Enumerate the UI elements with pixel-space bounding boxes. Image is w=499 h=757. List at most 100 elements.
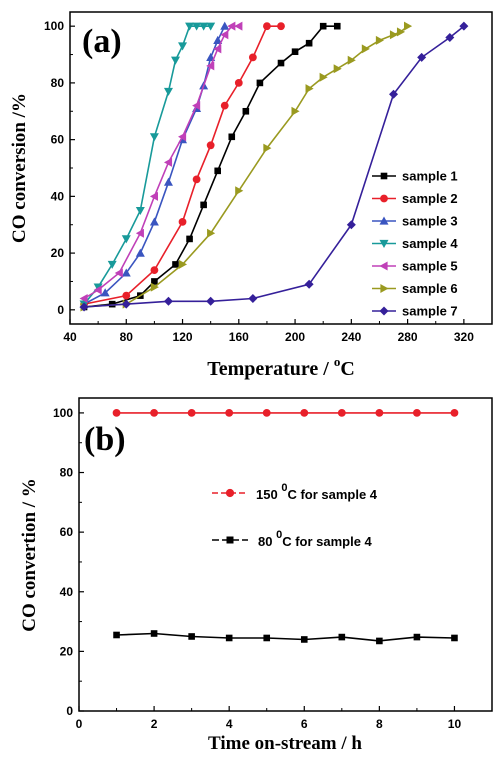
y-tick-label: 20 xyxy=(60,644,74,658)
legend-marker xyxy=(226,536,234,544)
data-point xyxy=(277,59,285,67)
data-point xyxy=(389,30,399,40)
data-point xyxy=(319,72,328,82)
data-point xyxy=(150,282,159,292)
x-tick-label: 240 xyxy=(341,330,361,344)
data-point xyxy=(338,633,346,641)
data-point xyxy=(192,22,202,31)
y-tick-label: 60 xyxy=(51,133,65,147)
panel-a-legend: sample 1 sample 2 sample 3 sample 4 sample 5… xyxy=(372,169,458,319)
legend-label: sample 2 xyxy=(402,191,458,206)
series-line xyxy=(116,632,455,642)
data-point xyxy=(186,235,193,243)
data-point xyxy=(220,21,230,30)
data-point xyxy=(206,296,216,306)
data-point xyxy=(93,285,102,295)
legend-label: sample 6 xyxy=(402,281,458,296)
data-point xyxy=(178,42,188,51)
data-point xyxy=(248,293,258,303)
data-point xyxy=(178,217,187,226)
data-point xyxy=(263,143,272,153)
series-150-c-for-sample-4 xyxy=(112,409,459,417)
data-point xyxy=(150,409,158,417)
data-point xyxy=(199,22,209,31)
data-point xyxy=(163,87,173,96)
data-point xyxy=(361,44,370,54)
data-point xyxy=(149,217,159,226)
data-point xyxy=(413,409,421,417)
data-point xyxy=(375,35,384,45)
data-point xyxy=(113,631,120,639)
data-point xyxy=(112,409,121,417)
data-point xyxy=(263,634,271,642)
data-point xyxy=(333,64,342,74)
data-point xyxy=(220,101,229,110)
y-tick-label: 0 xyxy=(57,303,64,317)
data-point xyxy=(213,35,223,44)
data-point xyxy=(242,107,250,115)
series-sample-4 xyxy=(79,22,216,309)
data-point xyxy=(135,206,145,216)
series-80-c-for-sample-4 xyxy=(113,630,458,645)
data-point xyxy=(121,235,131,244)
data-point xyxy=(220,30,229,40)
panel-b-label: (b) xyxy=(84,421,126,458)
data-point xyxy=(417,52,427,62)
data-point xyxy=(319,22,327,30)
data-point xyxy=(107,260,117,269)
panel-b-x-axis-title: Time on-stream / h xyxy=(208,733,362,754)
panel-a-y-axis-title: CO conversion /% xyxy=(9,93,30,243)
data-point xyxy=(163,296,173,306)
legend-label: sample 4 xyxy=(402,236,458,251)
data-point xyxy=(234,21,243,31)
data-point xyxy=(163,177,173,186)
data-point xyxy=(151,278,158,285)
data-point xyxy=(305,84,314,94)
data-point xyxy=(225,634,233,642)
data-point xyxy=(413,633,421,641)
panel-a-x-axis-title: Temperature / oC xyxy=(207,354,355,380)
panel-b-series xyxy=(112,409,459,645)
data-point xyxy=(206,61,215,71)
data-point xyxy=(79,293,88,303)
data-point xyxy=(228,133,236,141)
data-point xyxy=(192,101,201,111)
data-point xyxy=(234,79,243,87)
series-sample-7 xyxy=(79,21,469,312)
series-sample-6 xyxy=(80,21,413,312)
x-tick-label: 120 xyxy=(173,330,193,344)
data-point xyxy=(149,133,159,142)
data-point xyxy=(389,89,399,99)
data-point xyxy=(192,175,201,184)
data-point xyxy=(305,39,313,47)
data-point xyxy=(188,633,195,640)
data-point xyxy=(122,291,131,300)
data-point xyxy=(79,302,89,312)
y-tick-label: 80 xyxy=(51,76,65,90)
data-point xyxy=(376,637,383,645)
data-point xyxy=(200,201,207,209)
panel-b-frame xyxy=(78,397,493,712)
data-point xyxy=(171,56,180,65)
legend-marker xyxy=(379,216,389,225)
data-point xyxy=(375,409,384,417)
data-point xyxy=(207,228,216,238)
data-point xyxy=(459,21,469,31)
panel-a: 40 80 120 160 200 240 280 320 0 20 40 60 80 100 sampl… xyxy=(9,11,493,380)
data-point xyxy=(150,630,158,637)
data-point xyxy=(346,220,356,230)
panel-b-legend: 150 0C for sample 4 80 0C for sample 4 xyxy=(212,482,378,549)
data-point xyxy=(121,299,131,309)
data-point xyxy=(225,409,234,417)
data-point xyxy=(263,22,271,31)
data-point xyxy=(100,288,110,297)
data-point xyxy=(214,167,221,175)
y-tick-label: 100 xyxy=(44,19,64,33)
data-point xyxy=(291,106,300,116)
x-tick-label: 6 xyxy=(301,717,308,731)
y-tick-label: 0 xyxy=(66,704,73,718)
y-tick-label: 80 xyxy=(60,466,74,480)
data-point xyxy=(163,157,173,167)
data-point xyxy=(135,248,145,257)
data-point xyxy=(235,186,244,196)
